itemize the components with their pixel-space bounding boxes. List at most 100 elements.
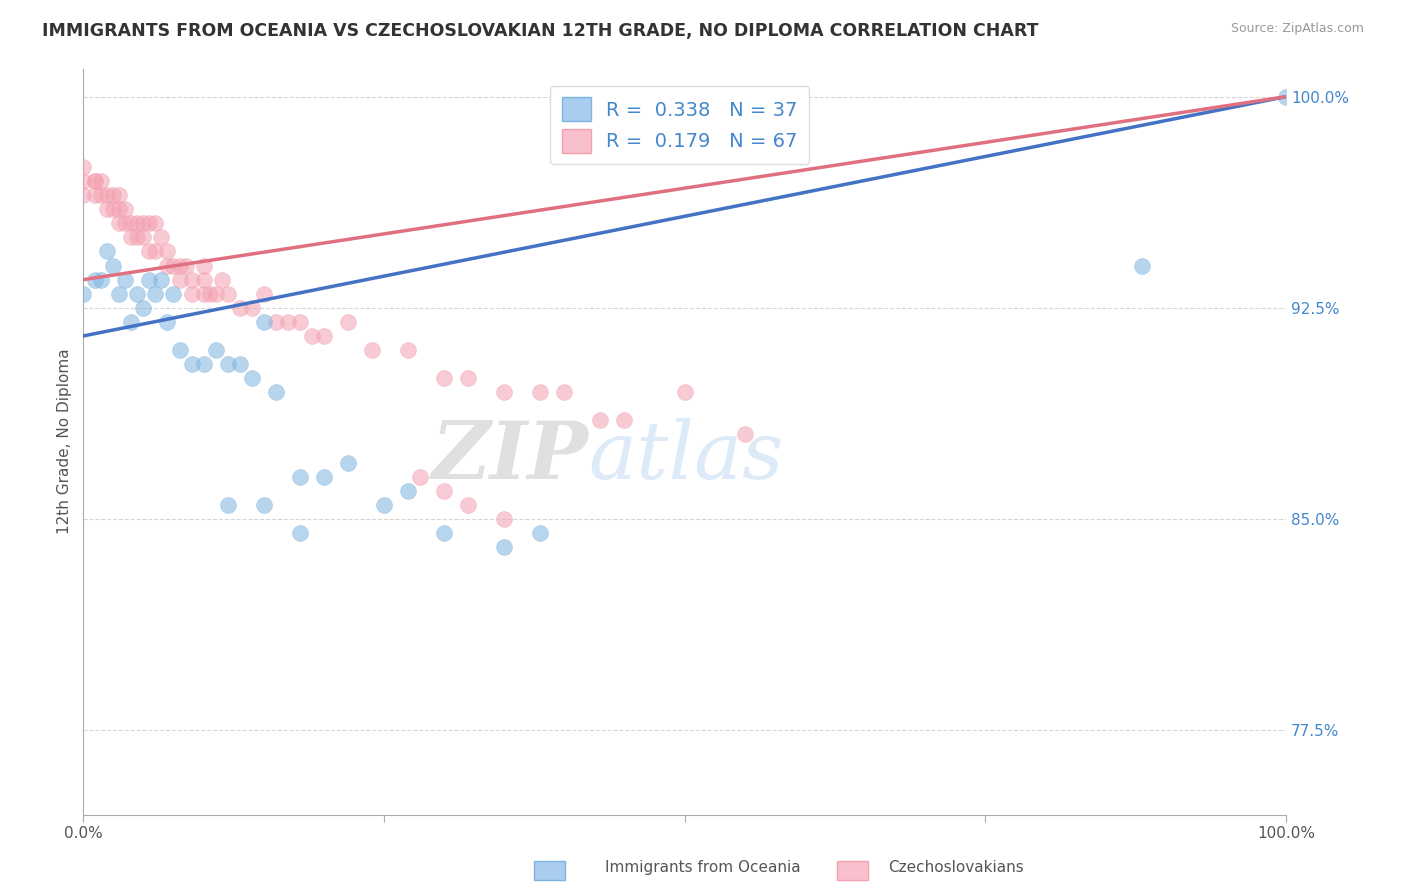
Point — [127, 230, 149, 244]
Point — [217, 286, 239, 301]
Point — [84, 188, 107, 202]
Point — [114, 216, 136, 230]
Point — [336, 315, 359, 329]
Point — [114, 202, 136, 217]
Point — [108, 202, 131, 217]
Point — [193, 357, 215, 371]
Point — [193, 286, 215, 301]
Point — [264, 315, 287, 329]
Point — [193, 259, 215, 273]
Point — [174, 259, 197, 273]
Point — [1275, 89, 1298, 103]
Y-axis label: 12th Grade, No Diploma: 12th Grade, No Diploma — [58, 349, 72, 534]
Point — [138, 273, 160, 287]
Point — [301, 329, 323, 343]
Point — [373, 498, 395, 512]
Point — [228, 357, 250, 371]
Point — [145, 216, 167, 230]
Point — [96, 188, 118, 202]
Point — [127, 216, 149, 230]
Point — [240, 301, 263, 315]
Point — [145, 286, 167, 301]
Point — [277, 315, 299, 329]
Point — [253, 498, 276, 512]
Point — [529, 385, 551, 400]
Point — [204, 343, 226, 357]
Point — [180, 286, 202, 301]
Point — [103, 202, 125, 217]
Point — [361, 343, 384, 357]
Point — [228, 301, 250, 315]
Text: Source: ZipAtlas.com: Source: ZipAtlas.com — [1230, 22, 1364, 36]
Point — [90, 188, 112, 202]
Point — [162, 286, 184, 301]
Point — [198, 286, 221, 301]
Point — [589, 413, 612, 427]
Point — [396, 343, 419, 357]
Point — [169, 343, 191, 357]
Point — [1130, 259, 1153, 273]
Point — [90, 273, 112, 287]
Point — [169, 273, 191, 287]
Point — [114, 273, 136, 287]
Point — [72, 174, 94, 188]
Point — [433, 371, 456, 385]
Point — [108, 216, 131, 230]
Point — [312, 329, 335, 343]
Point — [156, 244, 179, 259]
Point — [336, 456, 359, 470]
Point — [211, 273, 233, 287]
Point — [288, 469, 311, 483]
Point — [132, 230, 155, 244]
Point — [457, 371, 479, 385]
Point — [138, 216, 160, 230]
Point — [180, 273, 202, 287]
Point — [433, 483, 456, 498]
Point — [103, 259, 125, 273]
Point — [84, 273, 107, 287]
Point — [150, 273, 173, 287]
Point — [127, 286, 149, 301]
Point — [156, 315, 179, 329]
Point — [108, 188, 131, 202]
Point — [180, 357, 202, 371]
Point — [409, 469, 432, 483]
Point — [132, 216, 155, 230]
Text: ZIP: ZIP — [432, 417, 589, 495]
Text: atlas: atlas — [589, 417, 783, 495]
Point — [84, 174, 107, 188]
Point — [156, 259, 179, 273]
Point — [494, 540, 516, 554]
Point — [120, 216, 142, 230]
Point — [72, 188, 94, 202]
Point — [108, 286, 131, 301]
Text: Czechoslovakians: Czechoslovakians — [889, 861, 1024, 875]
Text: IMMIGRANTS FROM OCEANIA VS CZECHOSLOVAKIAN 12TH GRADE, NO DIPLOMA CORRELATION CH: IMMIGRANTS FROM OCEANIA VS CZECHOSLOVAKI… — [42, 22, 1039, 40]
Point — [288, 315, 311, 329]
Point — [204, 286, 226, 301]
Point — [84, 174, 107, 188]
Point — [90, 174, 112, 188]
Point — [264, 385, 287, 400]
Point — [169, 259, 191, 273]
Point — [529, 526, 551, 541]
Point — [217, 498, 239, 512]
Point — [253, 286, 276, 301]
Point — [673, 385, 696, 400]
Point — [494, 512, 516, 526]
Legend: R =  0.338   N = 37, R =  0.179   N = 67: R = 0.338 N = 37, R = 0.179 N = 67 — [550, 86, 810, 164]
Point — [120, 315, 142, 329]
Point — [457, 498, 479, 512]
Point — [96, 244, 118, 259]
Point — [734, 427, 756, 442]
Point — [193, 273, 215, 287]
Point — [253, 315, 276, 329]
Point — [433, 526, 456, 541]
Point — [72, 286, 94, 301]
Point — [150, 230, 173, 244]
Point — [162, 259, 184, 273]
Point — [72, 160, 94, 174]
Point — [312, 469, 335, 483]
Point — [96, 202, 118, 217]
Point — [132, 301, 155, 315]
